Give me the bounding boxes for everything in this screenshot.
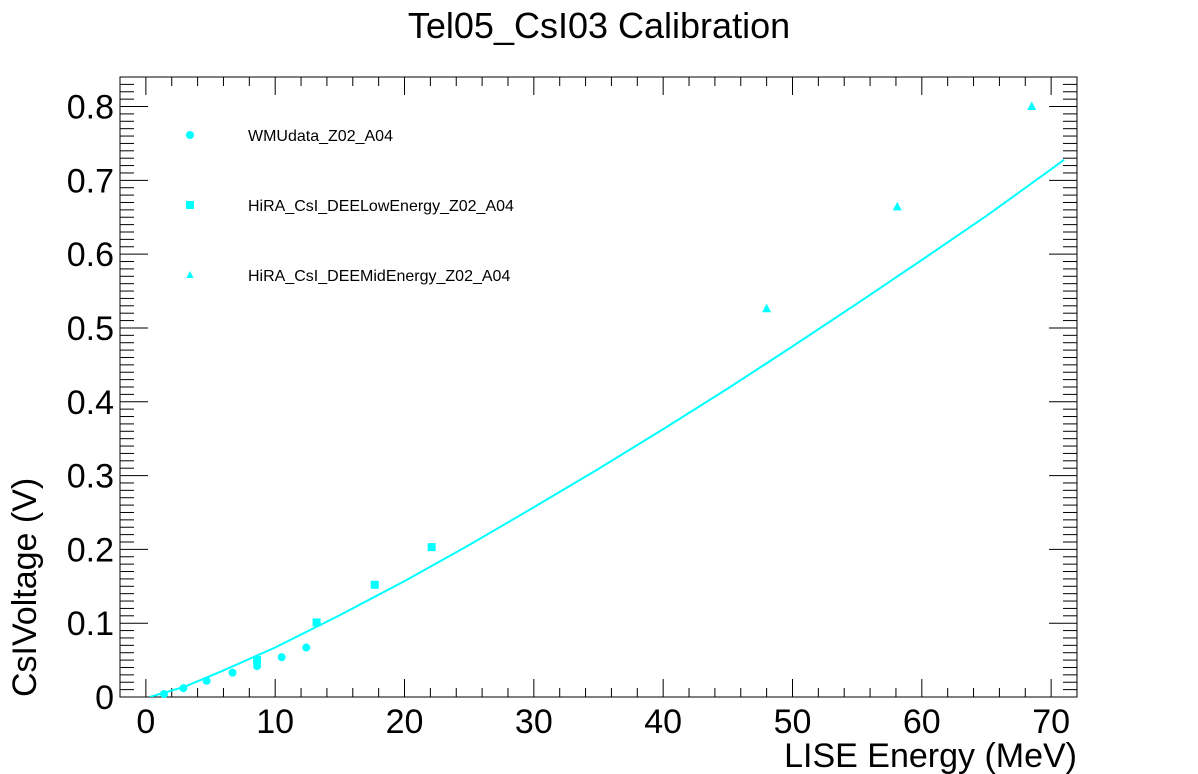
plot-area: 0 10 20 30 40 50 60 70 0 0.1 0.2 0.3 0.4 0.5 0.6 0.7 0.8 — [67, 76, 1078, 741]
x-tick-label: 40 — [644, 703, 682, 741]
legend-marker-circle — [186, 131, 194, 139]
data-point-triangle — [892, 201, 902, 211]
fit-curve-layer — [149, 158, 1065, 697]
y-tick-label: 0.2 — [67, 531, 114, 569]
legend-marker-triangle — [186, 271, 194, 278]
data-point-circle — [302, 643, 311, 652]
data-point-triangle — [762, 303, 772, 313]
plot-frame — [119, 76, 1078, 698]
data-point-square — [427, 543, 436, 552]
x-tick-label: 60 — [903, 703, 941, 741]
data-point-circle — [159, 690, 168, 699]
x-tick-label: 0 — [136, 703, 155, 741]
y-tick-label: 0.5 — [67, 310, 114, 348]
y-tick-label: 0.1 — [67, 605, 114, 643]
data-point-circle — [179, 684, 188, 693]
data-point-circle — [202, 676, 211, 685]
legend-label: WMUdata_Z02_A04 — [248, 128, 393, 145]
legend-label: HiRA_CsI_DEELowEnergy_Z02_A04 — [248, 198, 514, 215]
y-tick-label: 0 — [95, 679, 114, 717]
data-point-circle — [228, 668, 237, 677]
axis-tick-labels: 0 10 20 30 40 50 60 70 0 0.1 0.2 0.3 0.4 0.5 0.6 0.7 0.8 — [67, 89, 1070, 741]
axis-ticks — [119, 77, 1078, 698]
y-tick-label: 0.3 — [67, 458, 114, 496]
y-tick-label: 0.4 — [67, 384, 114, 422]
y-tick-label: 0.6 — [67, 236, 114, 274]
x-tick-label: 70 — [1032, 703, 1070, 741]
data-point-triangle — [1027, 101, 1037, 111]
x-tick-label: 50 — [774, 703, 812, 741]
data-point-circle — [277, 653, 286, 662]
data-point-square — [312, 618, 321, 627]
y-tick-label: 0.8 — [67, 89, 114, 127]
x-tick-label: 10 — [256, 703, 294, 741]
legend-marker-square — [186, 201, 194, 209]
chart-title: Tel05_CsI03 Calibration — [408, 5, 790, 46]
x-axis-title: LISE Energy (MeV) — [784, 737, 1077, 774]
data-point-square — [253, 656, 262, 665]
y-tick-label: 0.7 — [67, 162, 114, 200]
data-point-square — [370, 580, 379, 589]
legend-label: HiRA_CsI_DEEMidEnergy_Z02_A04 — [248, 268, 510, 285]
x-tick-label: 30 — [515, 703, 553, 741]
y-axis-title: CsIVoltage (V) — [6, 478, 44, 697]
data-points-layer — [159, 101, 1037, 699]
legend: WMUdata_Z02_A04 HiRA_CsI_DEELowEnergy_Z02… — [186, 128, 514, 285]
x-tick-label: 20 — [386, 703, 424, 741]
fit-curve — [149, 158, 1065, 697]
